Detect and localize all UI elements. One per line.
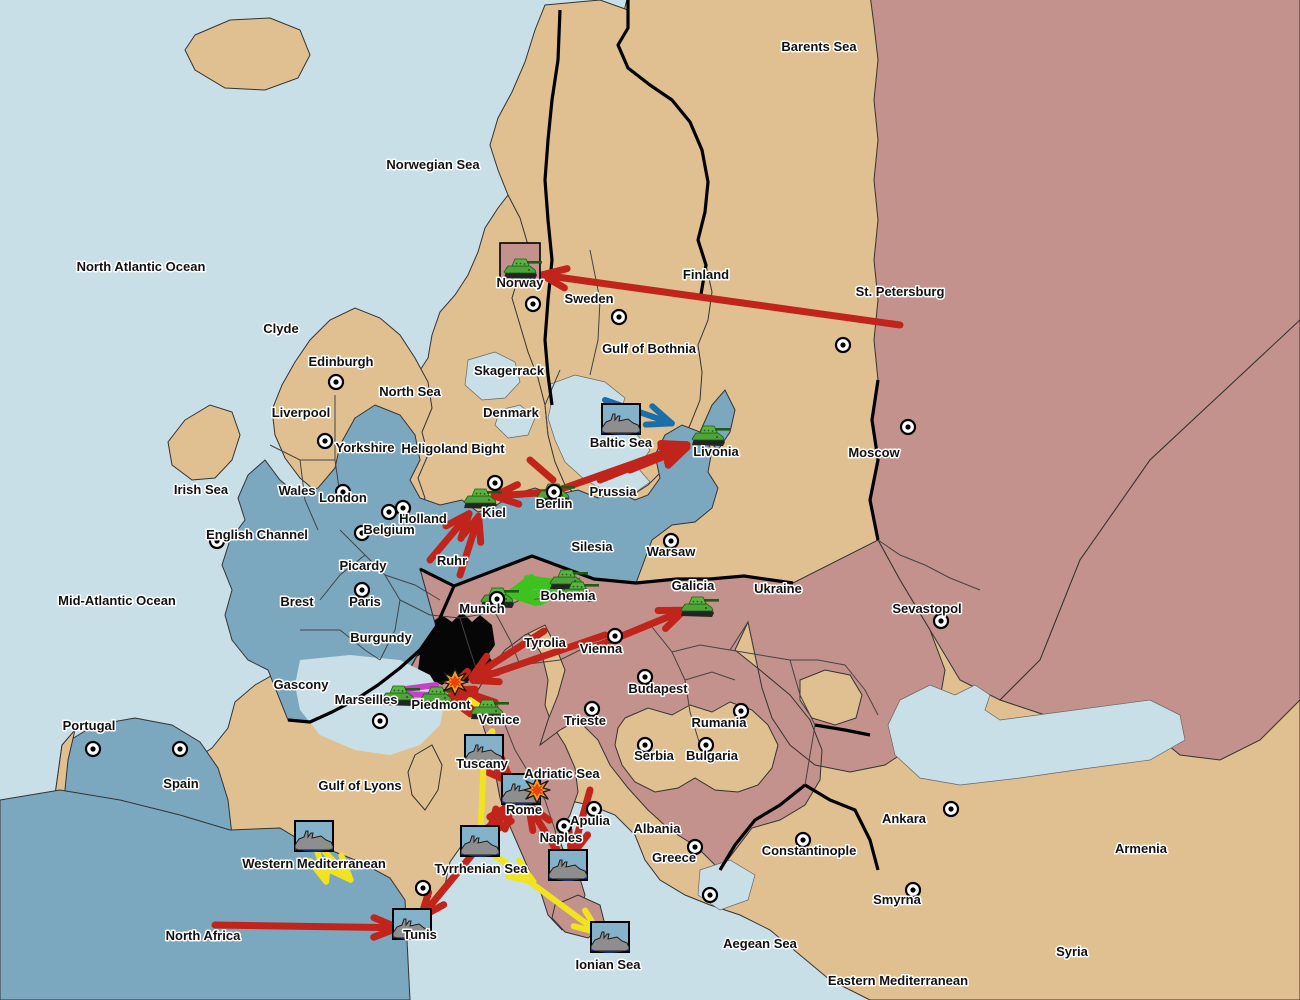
- svg-text:Berlin: Berlin: [536, 496, 573, 511]
- svg-text:Venice: Venice: [478, 712, 519, 727]
- svg-text:North Africa: North Africa: [166, 928, 241, 943]
- svg-text:Budapest: Budapest: [628, 681, 688, 696]
- svg-text:Gascony: Gascony: [274, 677, 330, 692]
- svg-text:Tunis: Tunis: [403, 927, 437, 942]
- svg-text:Irish Sea: Irish Sea: [174, 482, 229, 497]
- svg-text:Liverpool: Liverpool: [272, 405, 331, 420]
- svg-text:Ruhr: Ruhr: [437, 553, 467, 568]
- svg-text:Gulf of Bothnia: Gulf of Bothnia: [602, 341, 697, 356]
- svg-text:North Atlantic Ocean: North Atlantic Ocean: [77, 259, 206, 274]
- svg-text:Bulgaria: Bulgaria: [686, 748, 739, 763]
- svg-text:Norwegian Sea: Norwegian Sea: [386, 157, 480, 172]
- svg-text:Brest: Brest: [280, 594, 314, 609]
- svg-text:Marseilles: Marseilles: [335, 692, 398, 707]
- svg-text:Bohemia: Bohemia: [541, 588, 597, 603]
- svg-text:Sevastopol: Sevastopol: [892, 601, 961, 616]
- svg-text:Warsaw: Warsaw: [647, 544, 697, 559]
- svg-text:London: London: [319, 490, 367, 505]
- svg-text:Burgundy: Burgundy: [350, 630, 412, 645]
- svg-text:Munich: Munich: [459, 601, 505, 616]
- svg-text:Sweden: Sweden: [564, 291, 613, 306]
- svg-text:Rumania: Rumania: [692, 715, 748, 730]
- svg-text:Vienna: Vienna: [580, 641, 623, 656]
- svg-text:Ankara: Ankara: [882, 811, 927, 826]
- svg-text:Western Mediterranean: Western Mediterranean: [242, 856, 386, 871]
- svg-text:Armenia: Armenia: [1115, 841, 1168, 856]
- svg-text:Portugal: Portugal: [63, 718, 116, 733]
- svg-text:St. Petersburg: St. Petersburg: [856, 284, 945, 299]
- svg-text:Trieste: Trieste: [564, 713, 606, 728]
- svg-text:Tyrrhenian Sea: Tyrrhenian Sea: [435, 861, 529, 876]
- svg-text:Denmark: Denmark: [483, 405, 539, 420]
- svg-text:Apulia: Apulia: [570, 813, 610, 828]
- svg-text:Aegean Sea: Aegean Sea: [723, 936, 797, 951]
- svg-text:Gulf of Lyons: Gulf of Lyons: [318, 778, 401, 793]
- svg-text:Adriatic Sea: Adriatic Sea: [524, 766, 600, 781]
- svg-text:Heligoland Bight: Heligoland Bight: [401, 441, 505, 456]
- svg-text:Serbia: Serbia: [634, 748, 675, 763]
- svg-text:Constantinople: Constantinople: [762, 843, 857, 858]
- svg-text:Eastern Mediterranean: Eastern Mediterranean: [828, 973, 968, 988]
- svg-text:Skagerrack: Skagerrack: [474, 363, 545, 378]
- svg-text:Ionian Sea: Ionian Sea: [575, 957, 641, 972]
- svg-text:Norway: Norway: [497, 275, 545, 290]
- svg-text:Picardy: Picardy: [340, 558, 388, 573]
- svg-text:Tuscany: Tuscany: [456, 756, 509, 771]
- svg-text:Barents Sea: Barents Sea: [781, 39, 857, 54]
- svg-text:Smyrna: Smyrna: [873, 892, 921, 907]
- svg-text:Ukraine: Ukraine: [754, 581, 802, 596]
- svg-text:Galicia: Galicia: [672, 578, 715, 593]
- svg-text:Spain: Spain: [163, 776, 198, 791]
- svg-text:Rome: Rome: [506, 802, 542, 817]
- svg-text:Clyde: Clyde: [263, 321, 298, 336]
- svg-text:Tyrolia: Tyrolia: [524, 635, 566, 650]
- svg-text:Silesia: Silesia: [571, 539, 613, 554]
- svg-text:Greece: Greece: [652, 850, 696, 865]
- svg-text:North Sea: North Sea: [379, 384, 441, 399]
- svg-text:Prussia: Prussia: [590, 484, 638, 499]
- svg-text:Mid-Atlantic Ocean: Mid-Atlantic Ocean: [58, 593, 176, 608]
- svg-text:Moscow: Moscow: [848, 445, 900, 460]
- svg-text:Baltic Sea: Baltic Sea: [590, 435, 653, 450]
- svg-text:Syria: Syria: [1056, 944, 1089, 959]
- svg-text:Finland: Finland: [683, 267, 729, 282]
- svg-text:Kiel: Kiel: [482, 505, 506, 520]
- svg-text:Piedmont: Piedmont: [411, 697, 471, 712]
- svg-text:Belgium: Belgium: [363, 522, 414, 537]
- svg-text:Naples: Naples: [540, 830, 583, 845]
- svg-text:Yorkshire: Yorkshire: [335, 440, 394, 455]
- svg-text:Albania: Albania: [634, 821, 682, 836]
- svg-text:Paris: Paris: [349, 594, 381, 609]
- svg-text:Livonia: Livonia: [693, 444, 739, 459]
- svg-text:Wales: Wales: [278, 483, 315, 498]
- svg-text:English Channel: English Channel: [206, 527, 308, 542]
- svg-text:Edinburgh: Edinburgh: [309, 354, 374, 369]
